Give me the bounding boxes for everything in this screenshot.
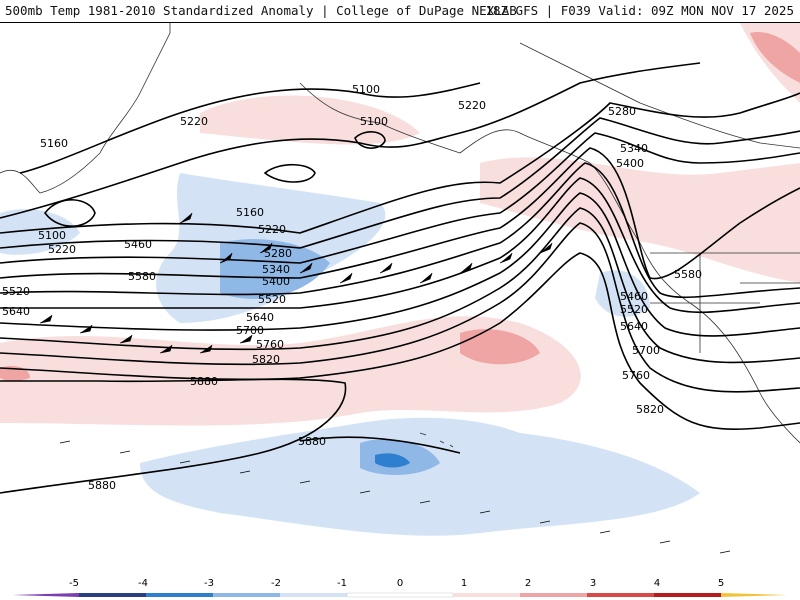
- colorbar-swatch: [346, 592, 454, 598]
- model-run-info: 18Z GFS | F039 Valid: 09Z MON NOV 17 202…: [485, 3, 794, 18]
- colorbar-tick-label: 4: [654, 578, 660, 589]
- contour-label: 5820: [636, 403, 664, 416]
- wind-barbs: [39, 212, 731, 554]
- contour-label: 5880: [298, 435, 326, 448]
- colorbar-swatch: [280, 593, 347, 597]
- contour-label: 5340: [620, 142, 648, 155]
- contour-label: 5520: [620, 303, 648, 316]
- contour-label: 5220: [458, 99, 486, 112]
- anomaly-negative-area: [595, 270, 650, 317]
- contour-label: 5400: [616, 157, 644, 170]
- contour-5160: [19, 82, 481, 174]
- anomaly-colorbar: -5 -4 -3 -2 -1 0 1 2 3 4 5: [0, 575, 800, 600]
- contour-label: 5880: [190, 375, 218, 388]
- colorbar-tick-label: 2: [525, 578, 531, 589]
- contour-label: 5520: [258, 293, 286, 306]
- contour-label: 5580: [128, 270, 156, 283]
- map-title: 500mb Temp 1981-2010 Standardized Anomal…: [5, 3, 517, 18]
- colorbar-tick-label: -1: [337, 578, 347, 589]
- colorbar-tick-label: -5: [69, 578, 79, 589]
- map-canvas: 5100 5100 5160 5220 5100 5220 5160 5280 …: [0, 23, 800, 554]
- colorbar-tick-label: -3: [204, 578, 214, 589]
- asia-coastline: [0, 23, 171, 194]
- contour-5100-low: [263, 163, 316, 183]
- contour-label: 5100: [352, 83, 380, 96]
- anomaly-negative-area: [140, 417, 700, 536]
- anomaly-positive-area: [480, 157, 800, 283]
- contour-5220: [0, 62, 701, 219]
- contour-label: 5700: [632, 344, 660, 357]
- colorbar-swatches: [12, 592, 788, 598]
- contour-5640: [0, 192, 800, 337]
- contour-label: 5160: [236, 206, 264, 219]
- height-contours: [0, 62, 800, 494]
- contour-label: 5220: [180, 115, 208, 128]
- contour-label: 5340: [262, 263, 290, 276]
- contour-5760: [0, 222, 800, 393]
- colorbar-tick-label: 1: [461, 578, 467, 589]
- contour-label: 5460: [620, 290, 648, 303]
- contour-label: 5700: [236, 324, 264, 337]
- contour-label: 5100: [38, 229, 66, 242]
- colorbar-ticks: -5 -4 -3 -2 -1 0 1 2 3 4 5: [69, 578, 724, 589]
- contour-label: 5640: [620, 320, 648, 333]
- contour-5820: [0, 252, 800, 430]
- contour-labels: 5100 5100 5160 5220 5100 5220 5160 5280 …: [2, 83, 702, 492]
- north-america-coastline: [519, 42, 800, 149]
- anomaly-negative-area: [375, 453, 410, 468]
- contour-label: 5580: [674, 268, 702, 281]
- contour-5100-low: [43, 199, 96, 227]
- colorbar-tick-label: -2: [271, 578, 281, 589]
- contour-label: 5760: [256, 338, 284, 351]
- contour-label: 5640: [2, 305, 30, 318]
- colorbar-swatch: [453, 593, 520, 597]
- contour-label: 5880: [88, 479, 116, 492]
- contour-5280: [0, 92, 800, 234]
- contour-5880: [299, 436, 461, 454]
- map-header: 500mb Temp 1981-2010 Standardized Anomal…: [0, 0, 800, 23]
- contour-label: 5400: [262, 275, 290, 288]
- colorbar-tick-label: 0: [397, 578, 403, 589]
- anomaly-negative-area: [220, 239, 330, 299]
- contour-5460: [0, 147, 800, 280]
- colorbar-swatch: [520, 593, 587, 597]
- colorbar-swatch: [587, 593, 654, 597]
- colorbar-tick-label: 3: [590, 578, 596, 589]
- anomaly-positive-area: [460, 329, 540, 365]
- contour-label: 5280: [608, 105, 636, 118]
- contour-label: 5520: [2, 285, 30, 298]
- hawaii-islands: [419, 432, 454, 448]
- colorbar-tick-label: 5: [718, 578, 724, 589]
- anomaly-positive-area: [0, 316, 581, 426]
- colorbar-swatch: [721, 593, 788, 597]
- alaska-coastline: [299, 82, 800, 444]
- contour-label: 5100: [360, 115, 388, 128]
- contour-5580: [0, 177, 800, 314]
- contour-label: 5460: [124, 238, 152, 251]
- contour-label: 5220: [258, 223, 286, 236]
- contour-5520: [0, 162, 800, 299]
- weather-map[interactable]: 5100 5100 5160 5220 5100 5220 5160 5280 …: [0, 23, 800, 575]
- colorbar-swatch: [654, 593, 721, 597]
- contour-label: 5220: [48, 243, 76, 256]
- contour-5100-low: [354, 131, 386, 149]
- coastlines: [0, 23, 800, 448]
- contour-5400: [0, 132, 800, 264]
- colorbar-swatch: [79, 593, 146, 597]
- contour-label: 5160: [40, 137, 68, 150]
- colorbar-swatch: [146, 593, 213, 597]
- anomaly-positive-area: [750, 32, 800, 83]
- colorbar-tick-label: -4: [138, 578, 148, 589]
- colorbar-swatch: [12, 593, 79, 597]
- contour-label: 5640: [246, 311, 274, 324]
- colorbar-swatch: [213, 593, 280, 597]
- contour-label: 5820: [252, 353, 280, 366]
- contour-label: 5280: [264, 247, 292, 260]
- contour-5340: [0, 117, 800, 249]
- contour-5880: [0, 378, 347, 494]
- us-borders: [650, 252, 800, 353]
- contour-label: 5760: [622, 369, 650, 382]
